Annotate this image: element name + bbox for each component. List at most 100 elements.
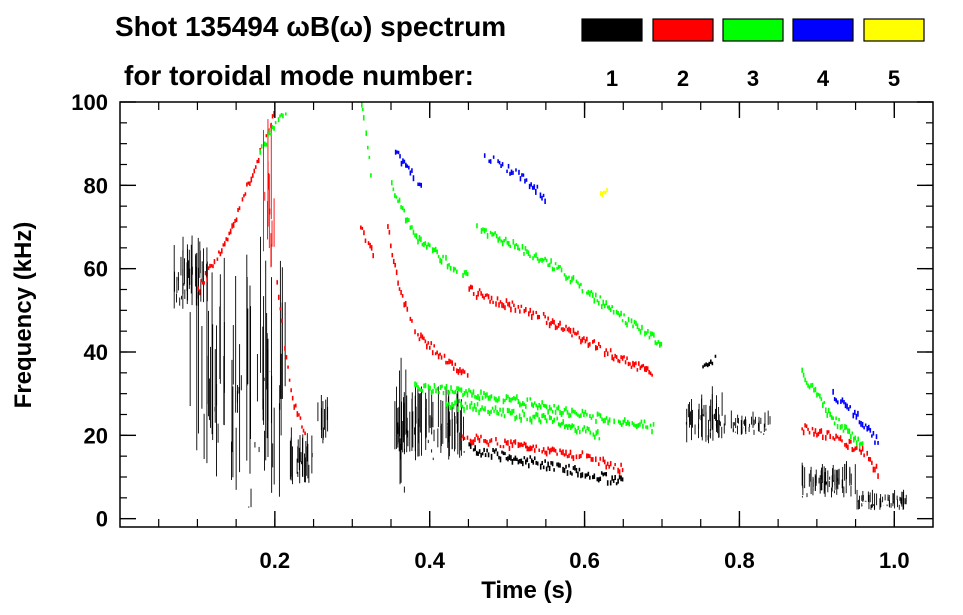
mark-n=3-t5 (494, 405, 497, 411)
mark-n=1-t0 (611, 475, 613, 481)
mark-n=2-t4 (621, 355, 624, 361)
mark-n=2-t3 (387, 224, 389, 230)
mark-n=2-t0 (273, 110, 275, 117)
mark-n=3-t5 (502, 407, 504, 414)
mark-n=3-t6 (807, 383, 809, 388)
mark-n=2-t6 (805, 424, 808, 429)
mark-n=3-t4 (554, 409, 557, 415)
mark-n=3-t3 (498, 236, 501, 241)
mark-n=3-t0 (274, 120, 277, 125)
mark-n=3-t4 (472, 389, 475, 395)
mark-n=3-t5 (491, 406, 494, 410)
mark-n=2-t5 (605, 464, 608, 470)
mark-n=2-t5 (548, 448, 551, 455)
mark-n=3-t1 (360, 102, 363, 108)
mark-n=1-t0 (569, 470, 572, 475)
mark-n=2-t4 (629, 362, 631, 366)
mark-n=3-t2 (391, 180, 393, 186)
mark-n=2-t5 (489, 439, 491, 444)
mark-n=3-t4 (634, 424, 637, 428)
mark-n=1-t0 (553, 468, 555, 472)
mark-n=3-t3 (645, 331, 648, 335)
mark-n=3-t3 (592, 292, 594, 298)
series-n=1 (173, 235, 907, 511)
mark-n=3-t6 (830, 415, 833, 420)
mark-n=3-t6 (847, 428, 849, 434)
mark-n=3-t3 (568, 275, 570, 279)
mark-n=2-t3 (466, 373, 469, 378)
axes: 0.2 0.4 0.6 0.8 1.0 0 20 40 60 80 100 (71, 90, 934, 573)
mark-n=3-t3 (524, 246, 527, 251)
mark-n=2-t5 (575, 454, 578, 460)
mark-n=3-t2 (465, 270, 467, 276)
mark-n=1-t0 (525, 459, 527, 465)
mark-n=2-t4 (639, 365, 642, 370)
mark-n=2-t5 (590, 457, 593, 462)
mark-n=2-t6 (819, 428, 821, 435)
mark-n=3-t5 (597, 429, 599, 435)
mark-n=2-t4 (605, 348, 608, 352)
mark-n=2-t2 (363, 230, 365, 236)
mark-n=2-t3 (411, 319, 413, 323)
mark-n=1-t0 (547, 461, 549, 468)
mark-n=3-t3 (559, 265, 561, 269)
mark-n=3-t4 (541, 400, 543, 405)
mark-n=1-t0 (602, 472, 605, 477)
mark-n=2-t4 (486, 293, 488, 297)
mark-n=4-t2 (872, 431, 875, 436)
mark-n=2-t6 (844, 443, 846, 447)
mark-n=4-t2 (858, 420, 861, 425)
mark-n=3-t5 (520, 417, 522, 423)
mark-n=3-t0 (271, 124, 274, 130)
mark-n=3-t4 (639, 422, 641, 427)
mark-n=2-t0 (231, 223, 233, 229)
mark-n=3-t4 (429, 385, 431, 391)
mark-n=2-t4 (468, 286, 471, 292)
mark-n=4-t2 (869, 428, 872, 433)
mark-n=3-t2 (424, 241, 427, 246)
mark-n=2-t4 (483, 296, 485, 300)
mark-n=1-t0 (498, 455, 500, 460)
mark-n=3-t6 (822, 402, 824, 409)
mark-n=3-t5 (569, 424, 572, 430)
mark-n=3-t4 (545, 404, 548, 410)
mark-n=4-t1 (541, 195, 543, 201)
mark-n=3-t3 (506, 241, 509, 245)
mark-n=2-t5 (554, 448, 557, 453)
mark-n=2-t5 (562, 449, 564, 456)
mark-n=4-t2 (857, 410, 859, 417)
mark-n=2-t5 (466, 435, 469, 440)
mark-n=3-t5 (523, 411, 525, 418)
mark-n=3-t5 (526, 417, 528, 422)
mark-n=2-t5 (599, 456, 602, 461)
mark-n=3-t3 (636, 323, 639, 330)
mark-n=3-t2 (454, 267, 457, 271)
mark-n=4-t1 (525, 178, 528, 182)
mark-n=3-t3 (556, 266, 558, 270)
mark-n=2-t4 (589, 342, 591, 347)
mark-n=3-t5 (464, 401, 467, 405)
mark-n=2-t3 (390, 243, 392, 249)
mark-n=3-t6 (811, 382, 814, 388)
mark-n=2-t5 (513, 440, 515, 444)
mark-n=2-t5 (496, 442, 499, 446)
mark-n=2-t4 (597, 341, 600, 346)
mark-n=3-t3 (529, 254, 531, 259)
mark-n=3-t3 (577, 281, 579, 285)
mark-n=3-t3 (535, 252, 537, 258)
mark-n=3-t4 (601, 417, 603, 422)
mark-n=3-t4 (553, 403, 555, 408)
mark-n=1-t0 (620, 475, 622, 482)
mark-n=2-t4 (507, 302, 509, 307)
mark-n=3-t6 (814, 386, 817, 393)
mark-n=3-t4 (486, 392, 488, 398)
mark-n=2-t5 (553, 447, 555, 453)
mark-n=2-t0 (246, 182, 248, 187)
mark-n=4-t1 (524, 178, 526, 184)
mark-n=2-t4 (471, 285, 474, 290)
mark-n=3-t4 (465, 389, 467, 394)
mark-n=2-t5 (483, 439, 485, 443)
mark-n=3-t5 (548, 415, 551, 421)
mark-n=4-t2 (846, 403, 848, 410)
mark-n=2-t6 (845, 442, 848, 449)
